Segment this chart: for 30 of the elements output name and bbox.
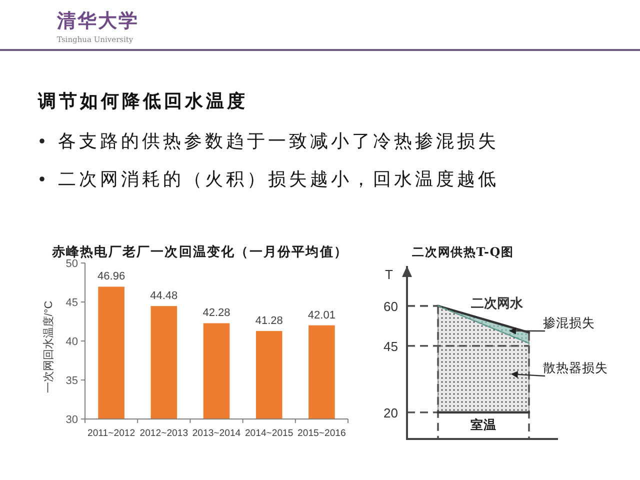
text: 调节如何降低回水温度: [37, 91, 248, 112]
text: 清华大学: [56, 10, 139, 32]
y-tick-label: 45: [384, 338, 398, 354]
text: 二次网消耗的（火积）损失越小，回水温度越低: [58, 169, 499, 190]
y-tick-label: 45: [66, 297, 78, 309]
annotation: 散热器损失: [543, 360, 608, 375]
series-label: 二次网水: [470, 296, 524, 312]
data-label: 41.28: [255, 315, 283, 328]
y-tick-label: 40: [66, 336, 78, 348]
annotation: 掺混损失: [543, 315, 595, 330]
chart-title: 二次网供热T-Q图: [412, 245, 514, 259]
x-tick-label: 2015~2016: [298, 428, 346, 439]
data-label: 44.48: [150, 290, 178, 302]
y-axis-title: T: [385, 267, 394, 282]
data-label: 42.28: [202, 307, 230, 320]
y-tick-label: 30: [66, 414, 78, 426]
data-label: 46.96: [98, 270, 126, 283]
data-label: 42.01: [308, 309, 336, 322]
x-tick-label: 2012~2013: [140, 428, 188, 439]
y-tick-label: 50: [66, 258, 78, 270]
x-tick-label: 2014~2015: [244, 428, 294, 439]
annotation: 室温: [470, 417, 496, 432]
chart-title: 赤峰热电厂老厂一次回温变化（一月份平均值）: [50, 244, 348, 260]
text: 各支路的供热参数趋于一致减小了冷热掺混损失: [58, 131, 499, 152]
x-tick-label: 2013~2014: [192, 428, 242, 439]
y-tick-label: 60: [384, 298, 398, 314]
y-tick-label: 20: [384, 405, 398, 420]
y-axis-title: 一次网回水温度/°C: [42, 300, 55, 394]
y-tick-label: 35: [66, 375, 78, 387]
x-tick-label: 2011~2012: [88, 428, 136, 439]
